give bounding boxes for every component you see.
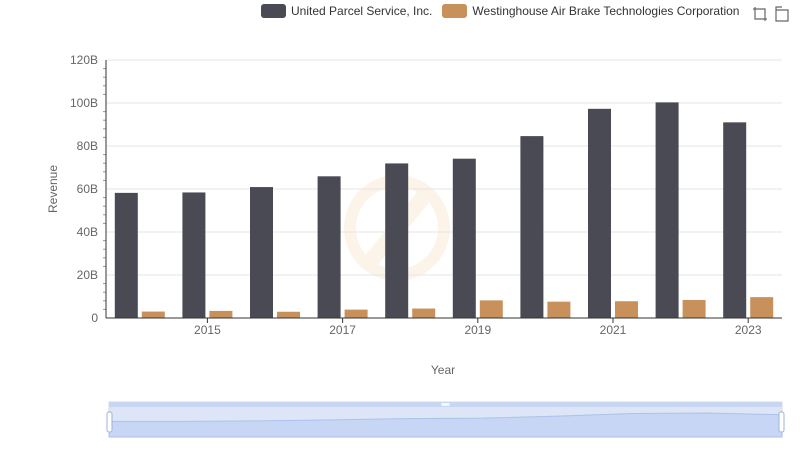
y-axis-ticks: 0 20B 40B 60B 80B 100B 120B	[70, 53, 106, 325]
x-tick-label: 2023	[735, 323, 762, 337]
legend-label-ups: United Parcel Service, Inc.	[291, 4, 433, 18]
zoom-handle-left	[106, 411, 113, 433]
bar-wabtec	[344, 309, 368, 318]
x-tick-label: 2017	[329, 323, 356, 337]
y-tick-label: 120B	[70, 53, 98, 67]
zoom-drag-grip	[441, 403, 450, 406]
bar-wabtec	[750, 297, 774, 318]
x-tick-label: 2021	[600, 323, 627, 337]
y-axis-label: Revenue	[46, 165, 60, 213]
y-tick-label: 0	[91, 311, 98, 325]
bar-wabtec	[209, 310, 233, 318]
bar-ups	[655, 102, 679, 318]
bar-wabtec	[547, 301, 571, 318]
legend-label-wabtec: Westinghouse Air Brake Technologies Corp…	[472, 4, 740, 18]
y-tick-label: 100B	[70, 96, 98, 110]
zoom-icon[interactable]	[752, 6, 768, 22]
bar-ups	[452, 158, 476, 318]
legend-swatch-ups	[261, 4, 286, 18]
bar-series	[114, 102, 774, 319]
restore-icon[interactable]	[774, 6, 790, 22]
chart-toolbox	[746, 6, 790, 22]
bar-ups	[520, 136, 544, 318]
grid-lines	[106, 59, 782, 319]
y-tick-label: 60B	[77, 182, 98, 196]
bar-ups	[250, 187, 273, 318]
bar-ups	[114, 192, 138, 318]
data-zoom-slider[interactable]	[106, 401, 785, 438]
bar-wabtec	[141, 311, 165, 318]
y-tick-label: 40B	[77, 225, 98, 239]
bar-ups	[317, 176, 341, 318]
bar-wabtec	[682, 299, 706, 318]
bar-wabtec	[277, 311, 300, 318]
bar-ups	[182, 192, 206, 318]
bar-wabtec	[615, 301, 638, 318]
x-tick-label: 2015	[194, 323, 221, 337]
y-tick-label: 80B	[77, 139, 98, 153]
bar-ups	[723, 122, 747, 318]
bar-wabtec	[479, 300, 503, 318]
bar-ups	[588, 108, 611, 319]
y-tick-label: 20B	[77, 268, 98, 282]
legend-swatch-wabtec	[442, 4, 468, 18]
x-axis-label: Year	[431, 363, 455, 377]
zoom-handle-right	[778, 411, 785, 433]
x-axis: 2015 2017 2019 2021 2023	[105, 60, 782, 337]
x-tick-label: 2019	[464, 323, 491, 337]
legend-item-wabtec[interactable]: Westinghouse Air Brake Technologies Corp…	[442, 4, 739, 18]
bar-ups	[385, 163, 409, 318]
bar-wabtec	[412, 308, 436, 318]
chart-legend: United Parcel Service, Inc. Westinghouse…	[261, 4, 749, 18]
legend-item-ups[interactable]: United Parcel Service, Inc.	[261, 4, 432, 18]
